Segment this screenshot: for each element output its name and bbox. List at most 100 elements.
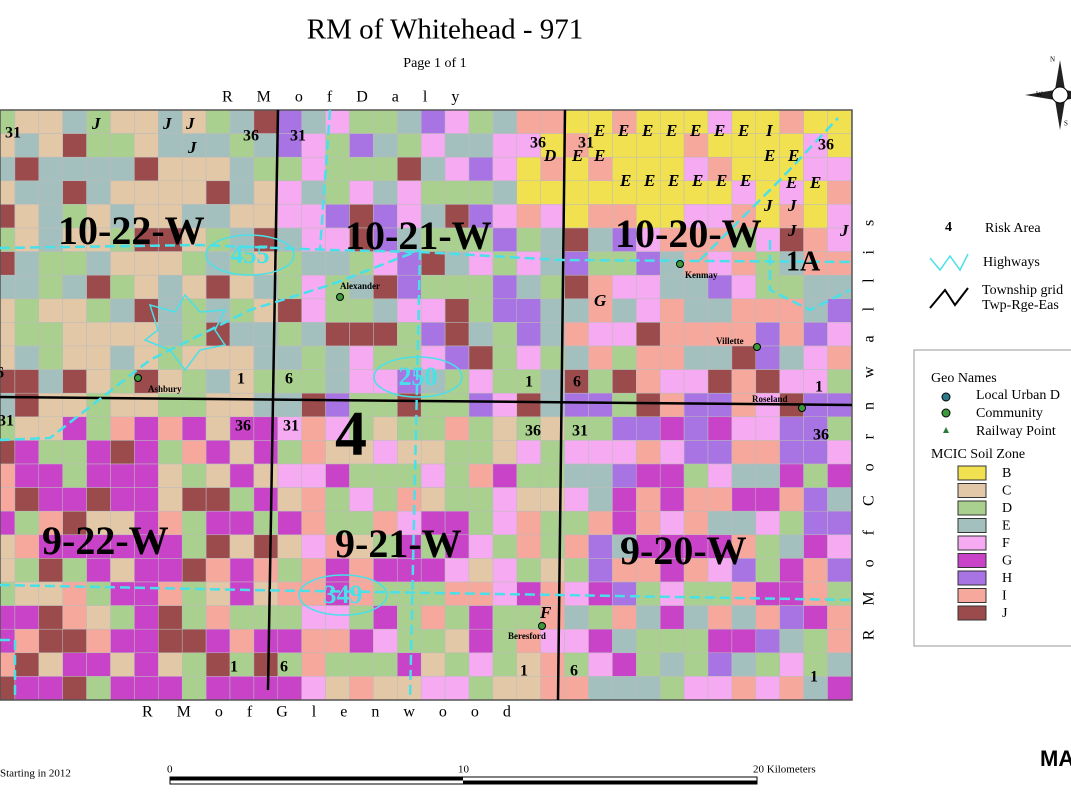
soil-cell — [516, 605, 541, 630]
soil-cell — [420, 298, 446, 323]
soil-cell — [564, 534, 589, 559]
zone-mark: E — [737, 121, 749, 140]
soil-cell — [110, 156, 135, 182]
section-number: 1 — [810, 669, 818, 686]
soil-cell — [86, 676, 111, 701]
soil-cell — [229, 322, 255, 347]
soil-cell — [0, 274, 16, 300]
soil-cell — [588, 345, 613, 370]
soil-cell — [588, 510, 613, 536]
legend-township-icon — [929, 287, 969, 309]
soil-cell — [301, 392, 326, 418]
soil-cell — [755, 628, 780, 654]
legend-label: Railway Point — [976, 424, 1056, 439]
soil-cell — [707, 652, 733, 677]
section-number: 31 — [290, 128, 306, 145]
soil-cell — [659, 487, 685, 512]
soil-cell — [62, 109, 87, 134]
soil-cell — [468, 133, 494, 158]
zone-mark: F — [539, 603, 552, 622]
soil-cell — [158, 156, 183, 182]
soil-cell — [181, 510, 207, 536]
soil-cell — [588, 487, 613, 512]
legend-railway-icon — [943, 427, 949, 433]
soil-cell — [588, 369, 613, 394]
soil-cell — [301, 463, 326, 488]
soil-cell — [420, 463, 446, 488]
soil-cell — [205, 676, 231, 701]
soil-cell — [564, 180, 589, 205]
zone-mark: J — [91, 114, 101, 133]
soil-cell — [636, 605, 661, 630]
soil-cell — [683, 322, 709, 347]
soil-cell — [110, 676, 135, 701]
soil-cell — [492, 652, 518, 677]
soil-cell — [540, 109, 565, 134]
legend-label: H — [1002, 571, 1012, 586]
soil-cell — [827, 251, 852, 276]
soil-cell — [86, 581, 111, 606]
soil-cell — [420, 133, 446, 158]
soil-cell — [564, 676, 589, 701]
zone-mark: J — [187, 138, 197, 157]
soil-cell — [397, 487, 422, 512]
soil-cell — [373, 392, 398, 418]
soil-cell — [62, 676, 87, 701]
soil-cell — [636, 487, 661, 512]
soil-cell — [134, 676, 159, 701]
soil-cell — [540, 652, 565, 677]
soil-cell — [588, 227, 613, 252]
soil-cell — [636, 628, 661, 654]
soil-cell — [683, 652, 709, 677]
soil-cell — [564, 440, 589, 465]
soil-cell — [277, 392, 302, 418]
soil-cell — [134, 392, 159, 418]
soil-cell — [683, 487, 709, 512]
soil-cell — [86, 628, 111, 654]
soil-cell — [492, 534, 518, 559]
legend-swatch — [957, 518, 987, 533]
legend-label: D — [1002, 501, 1012, 516]
place-name: Roseland — [752, 394, 788, 404]
soil-cell — [803, 204, 828, 229]
soil-cell — [779, 298, 804, 323]
soil-cell — [564, 322, 589, 347]
soil-cell — [110, 251, 135, 276]
soil-cell — [134, 133, 159, 158]
soil-cell — [588, 652, 613, 677]
soil-cell — [277, 463, 302, 488]
scale-label: 10 — [458, 764, 470, 776]
soil-cell — [707, 440, 733, 465]
soil-cell — [659, 605, 685, 630]
soil-cell — [205, 227, 231, 252]
section-number: 36 — [525, 423, 541, 440]
soil-cell — [14, 510, 40, 536]
soil-cell — [110, 487, 135, 512]
soil-cell — [444, 463, 470, 488]
soil-cell — [86, 133, 111, 158]
soil-cell — [707, 369, 733, 394]
legend-swatch — [957, 605, 987, 621]
soil-cell — [731, 298, 757, 323]
soil-cell — [468, 416, 494, 441]
soil-cell — [707, 487, 733, 512]
soil-cell — [205, 581, 231, 606]
zone-mark: E — [665, 121, 677, 140]
soil-cell — [564, 345, 589, 370]
soil-cell — [229, 392, 255, 418]
soil-cell — [827, 676, 852, 701]
zone-mark: J — [185, 114, 195, 133]
soil-cell — [229, 180, 255, 205]
soil-cell — [779, 510, 804, 536]
soil-cell — [205, 109, 231, 134]
soil-cell — [86, 156, 111, 182]
soil-cell — [731, 605, 757, 630]
soil-cell — [516, 676, 541, 701]
soil-cell — [110, 322, 135, 347]
soil-cell — [205, 369, 231, 394]
place-name: Kenmay — [685, 270, 718, 280]
soil-cell — [827, 156, 852, 182]
subtitle: Page 1 of 1 — [403, 56, 466, 71]
soil-cell — [158, 628, 183, 654]
soil-cell — [612, 652, 637, 677]
